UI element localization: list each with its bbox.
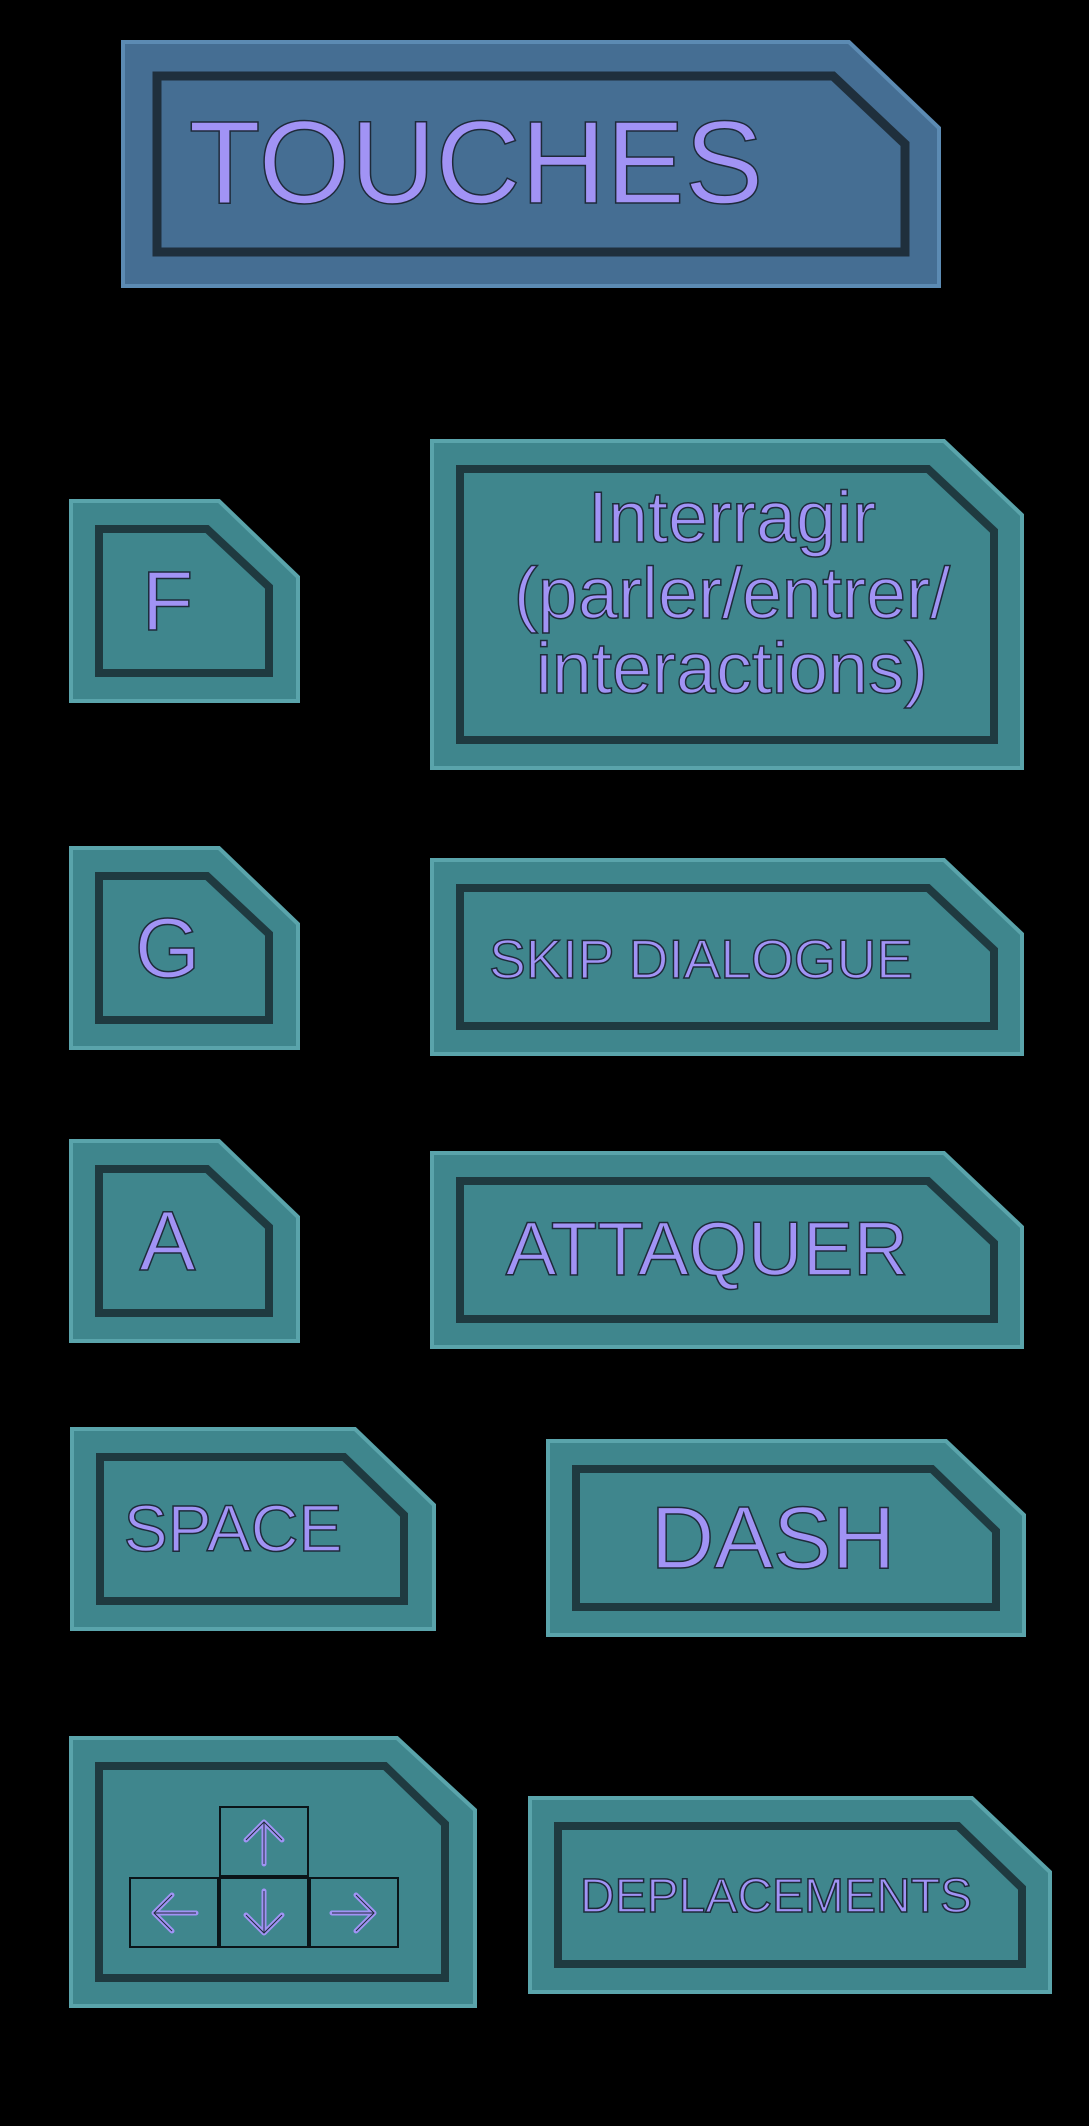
action-panel-attack: ATTAQUER (430, 1151, 1024, 1349)
key-panel-f: F (69, 499, 300, 703)
key-panel-a: A (69, 1139, 300, 1343)
title-panel-frame (121, 40, 941, 288)
action-panel-movement: DEPLACEMENTS (528, 1796, 1052, 1994)
action-panel-dash: DASH (546, 1439, 1026, 1637)
action-label: DASH (650, 1487, 896, 1587)
arrow-left-icon (129, 1877, 219, 1948)
arrow-right-icon (309, 1877, 399, 1948)
action-panel-interact: Interragir (parler/entrer/ interactions) (430, 439, 1024, 770)
arrow-keys-icon (129, 1798, 401, 1948)
title-panel: TOUCHES (121, 40, 941, 288)
action-label: Interragir (parler/entrer/ interactions) (513, 478, 951, 710)
key-label: A (139, 1193, 197, 1288)
action-label: ATTAQUER (505, 1207, 909, 1293)
key-label: F (141, 553, 194, 648)
action-panel-skip-dialogue: SKIP DIALOGUE (430, 858, 1024, 1056)
action-label: SKIP DIALOGUE (488, 928, 913, 991)
key-panel-g: G (69, 846, 300, 1050)
arrow-up-icon (219, 1806, 309, 1877)
arrow-down-icon (219, 1877, 309, 1948)
key-label: G (134, 900, 201, 995)
key-label: SPACE (123, 1491, 343, 1566)
action-label: DEPLACEMENTS (579, 1869, 973, 1923)
page-title: TOUCHES (188, 97, 764, 230)
key-panel-arrows (69, 1736, 477, 2008)
key-panel-space: SPACE (70, 1427, 436, 1631)
